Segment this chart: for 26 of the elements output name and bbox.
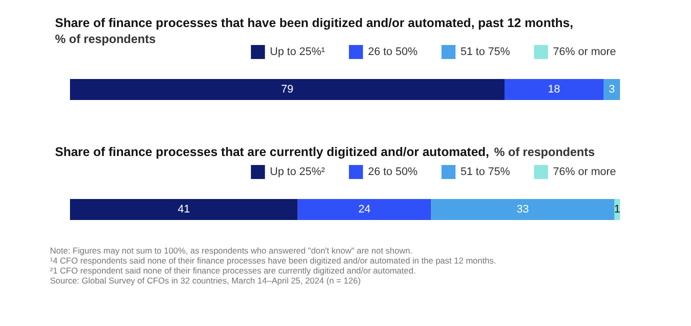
legend-label: 76% or more (553, 46, 616, 58)
legend-label: 26 to 50% (368, 46, 418, 58)
text: Note: Figures may not sum to 100%, as respondents who answered "don't know" are not shown. (50, 246, 412, 256)
data-label: 18 (548, 84, 560, 96)
source-note: Source: Global Survey of CFOs in 32 countries, March 14–April 25, 2024 (n = 126) (50, 276, 361, 286)
legend-label: Up to 25%² (270, 166, 326, 178)
bar (298, 199, 432, 220)
data-label: 24 (358, 204, 371, 216)
legend-label: 51 to 75% (460, 46, 510, 58)
legend-label: 76% or more (553, 166, 616, 178)
bar (70, 199, 298, 220)
legend-label: Up to 25%¹ (270, 46, 326, 58)
chart-subtitle: % of respondents (55, 32, 156, 46)
bar (431, 199, 614, 220)
data-label: 79 (281, 84, 294, 96)
legend-label: 51 to 75% (460, 166, 510, 178)
chart-title: Share of finance processes that are currently digitized and/or automated, (55, 145, 490, 159)
text: ²1 CFO respondent said none of their finance processes are currently digitized and/or automated. (50, 266, 416, 276)
data-label: 41 (178, 204, 190, 216)
data-label: 1 (614, 204, 620, 216)
data-label: 3 (608, 84, 615, 96)
legend-label: 26 to 50% (368, 166, 418, 178)
data-label: 33 (516, 204, 529, 216)
chart-subtitle: % of respondents (494, 145, 596, 159)
chart-title: Share of finance processes that have been digitized and/or automated, past 12 months, (55, 16, 574, 30)
text: ¹4 CFO respondents said none of their finance processes have been digitized and/or automated in the past 12 months. (50, 256, 496, 266)
